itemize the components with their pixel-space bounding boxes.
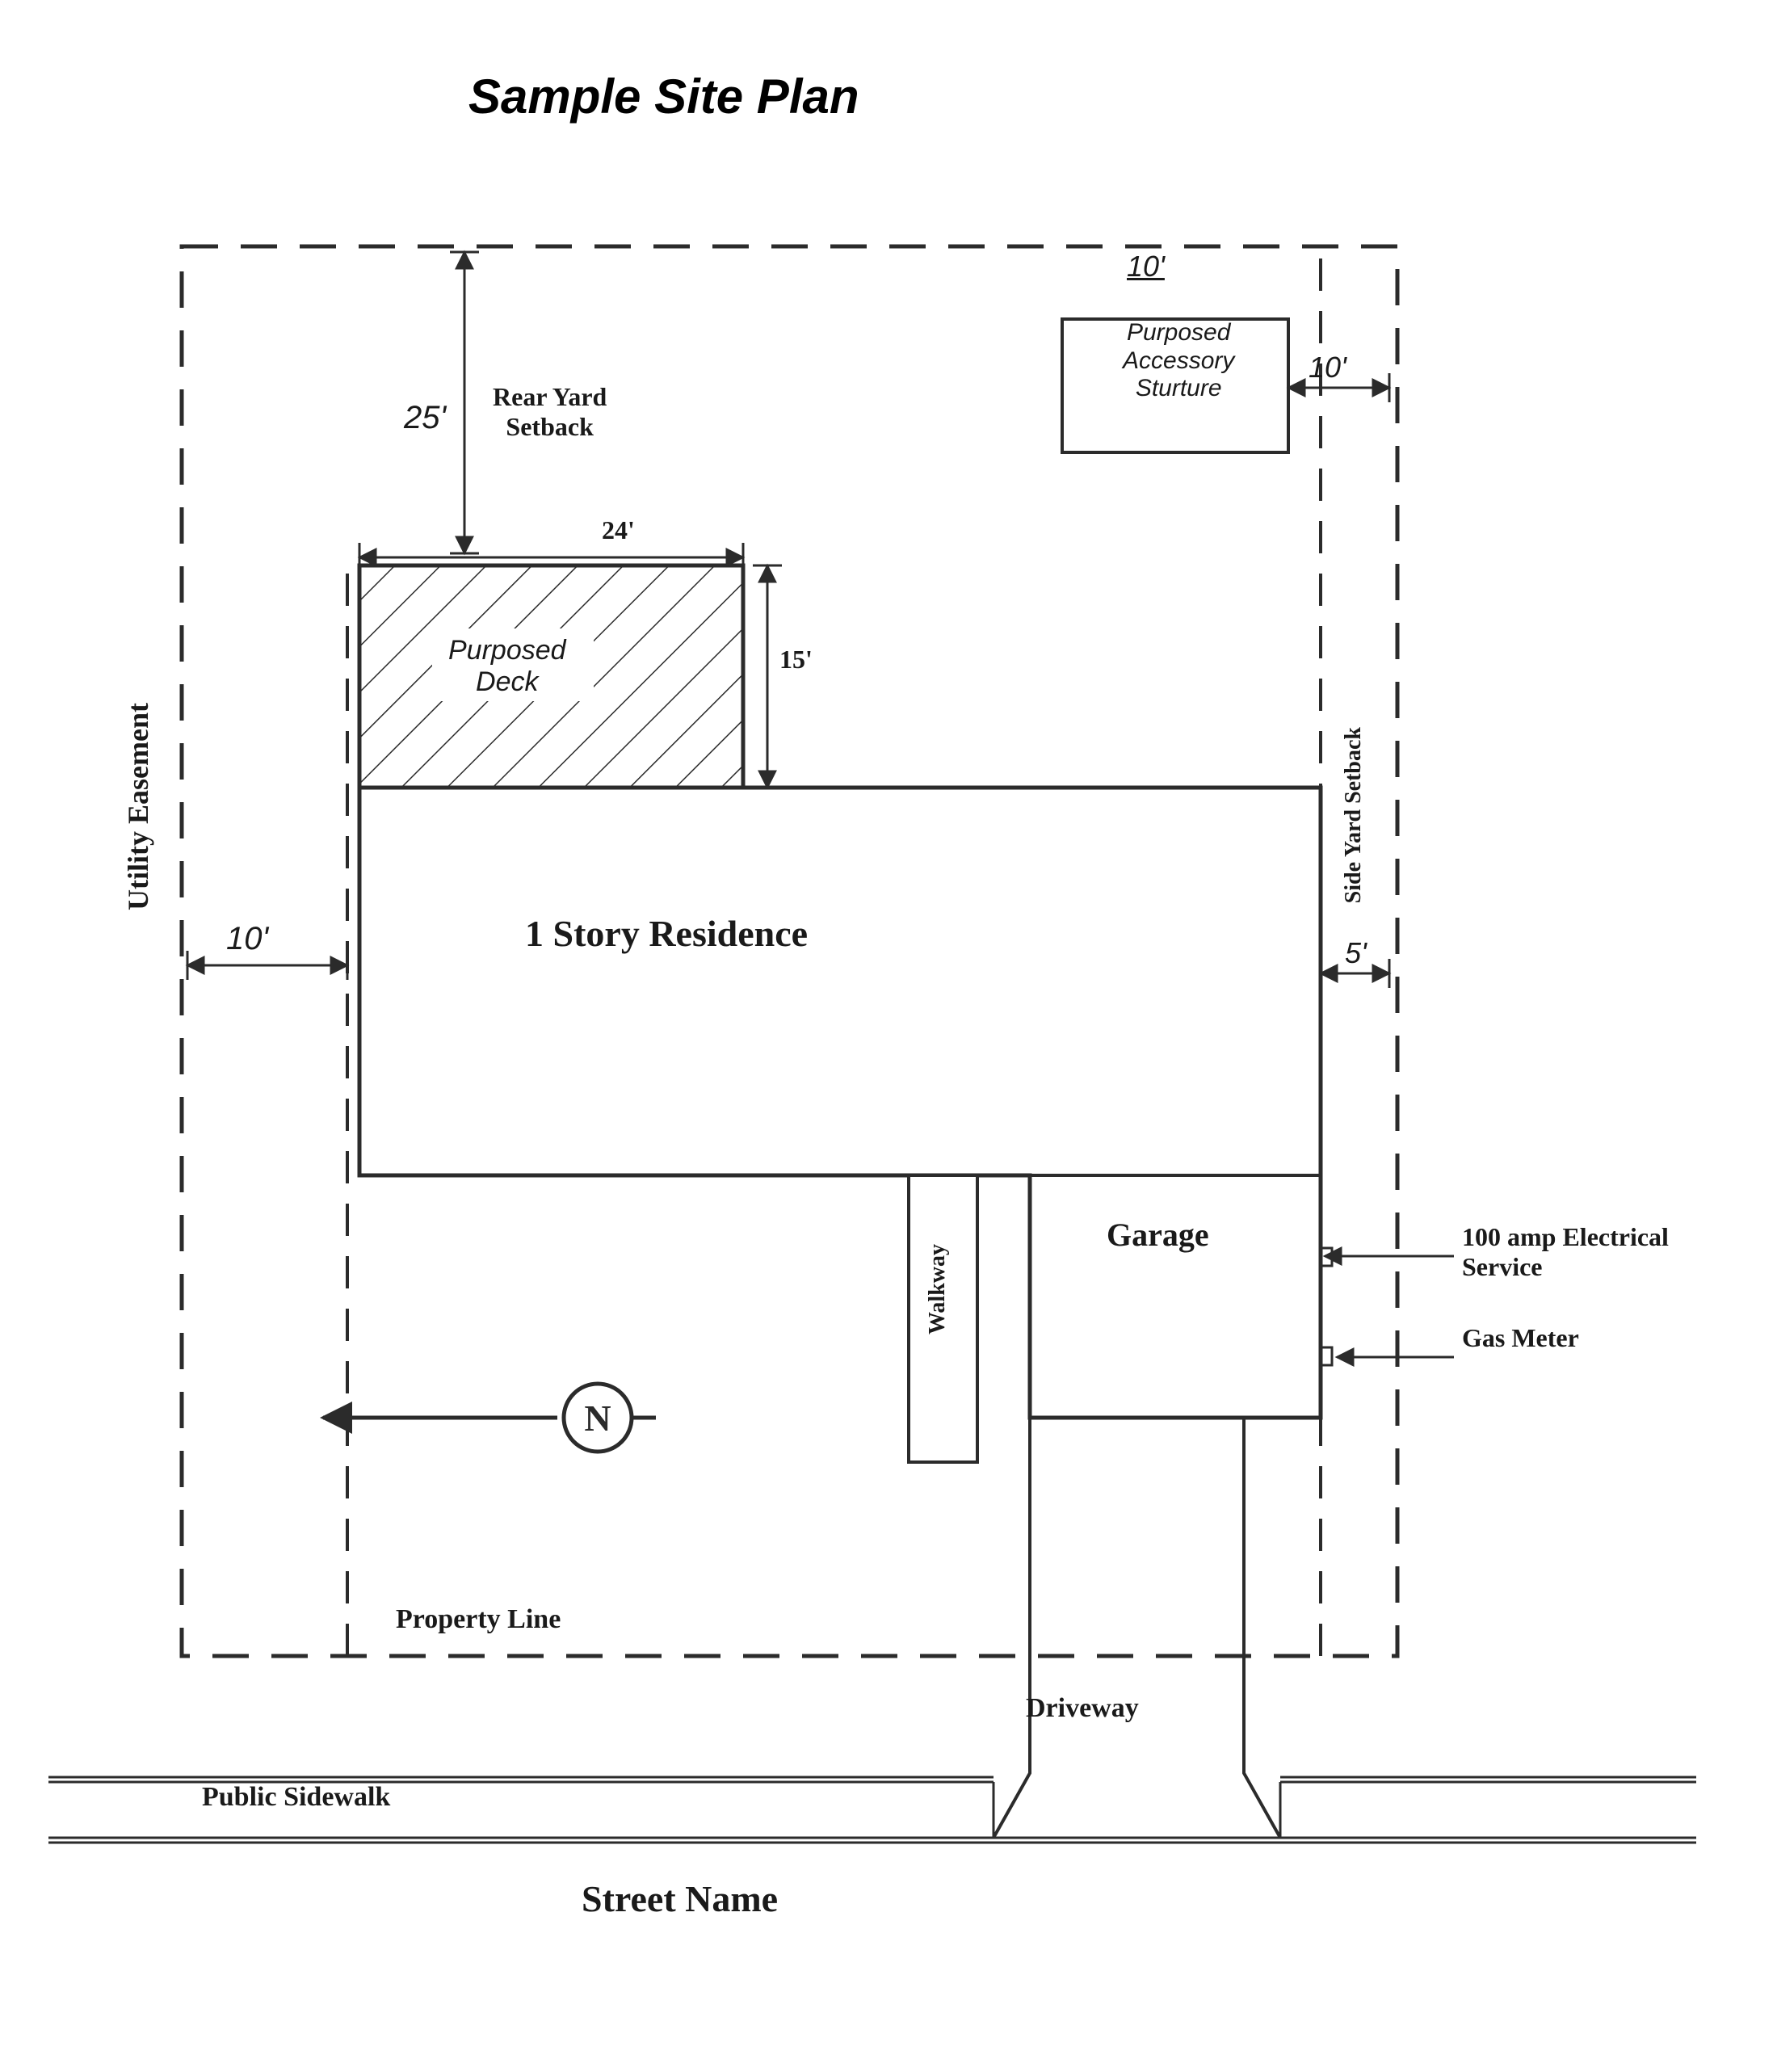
deck-label: PurposedDeck	[448, 635, 566, 698]
dim-easement-10ft: 10'	[226, 921, 268, 957]
utility-easement-label: Utility Easement	[121, 703, 155, 910]
street-name-label: Street Name	[582, 1877, 778, 1920]
site-plan-svg: N	[0, 0, 1777, 2068]
plan-title: Sample Site Plan	[468, 69, 859, 124]
property-line-label: Property Line	[396, 1604, 561, 1635]
accessory-label: PurposedAccessorySturture	[1123, 319, 1234, 403]
dim-side-5ft: 5'	[1345, 936, 1367, 970]
side-yard-setback-label: Side Yard Setback	[1341, 727, 1367, 903]
gas-meter-label: Gas Meter	[1462, 1323, 1579, 1353]
garage-label: Garage	[1107, 1216, 1209, 1254]
dim-acc-10ft-top: 10'	[1127, 250, 1165, 284]
residence-label: 1 Story Residence	[525, 912, 808, 955]
dim-deck-24ft: 24'	[602, 515, 635, 545]
svg-text:N: N	[584, 1397, 611, 1439]
dim-deck-15ft: 15'	[779, 645, 813, 675]
dim-acc-10ft-right: 10'	[1309, 351, 1346, 385]
electrical-label: 100 amp ElectricalService	[1462, 1222, 1669, 1282]
driveway-label: Driveway	[1026, 1693, 1139, 1724]
walkway-label: Walkway	[925, 1244, 951, 1334]
public-sidewalk-label: Public Sidewalk	[202, 1782, 390, 1813]
site-plan-canvas: N Sample Site Plan Property Line 10' 25'…	[0, 0, 1777, 2068]
dim-rear-25ft: 25'	[404, 400, 446, 436]
rear-yard-setback-label: Rear YardSetback	[493, 382, 607, 442]
